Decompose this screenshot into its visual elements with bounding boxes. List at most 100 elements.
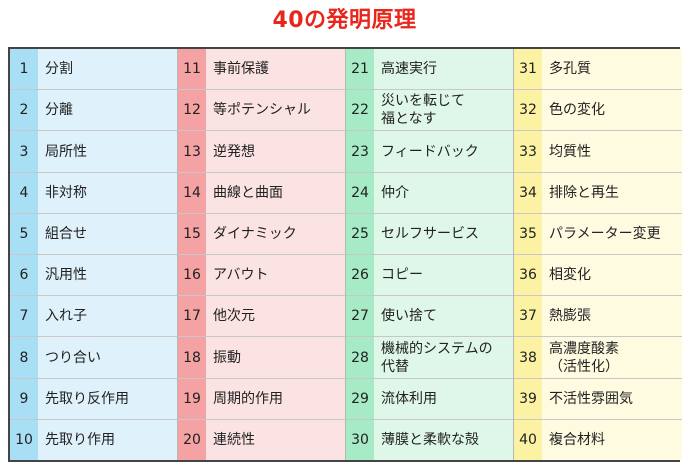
principle-name: 分離 xyxy=(38,90,177,131)
table-row: 25 セルフサービス xyxy=(346,213,513,256)
table-row: 5 組合せ xyxy=(10,213,177,256)
table-row: 7 入れ子 xyxy=(10,296,177,338)
principle-name: 災いを転じて 福となす xyxy=(374,90,513,131)
principle-number: 28 xyxy=(346,337,374,378)
principle-number: 1 xyxy=(10,49,38,90)
principles-column-1: 1 分割 2 分離 3 局所性 4 非対称 5 組合せ 6 汎用性 7 入れ子 8 つり合い 9… xyxy=(10,49,178,461)
table-row: 39 不活性雰囲気 xyxy=(514,378,682,420)
table-row: 20 連続性 xyxy=(178,419,345,461)
table-row: 36 相変化 xyxy=(514,255,682,297)
principle-number: 24 xyxy=(346,172,374,213)
principle-number: 32 xyxy=(514,90,542,131)
table-row: 37 熱膨張 xyxy=(514,296,682,338)
principle-number: 23 xyxy=(346,131,374,172)
principle-number: 25 xyxy=(346,213,374,255)
principle-name: フィードバック xyxy=(374,131,513,172)
principle-name: 相変化 xyxy=(542,255,682,296)
principle-number: 17 xyxy=(178,296,206,337)
table-row: 10 先取り作用 xyxy=(10,419,177,461)
table-row: 26 コピー xyxy=(346,255,513,297)
principle-name: 不活性雰囲気 xyxy=(542,378,682,419)
table-row: 11 事前保護 xyxy=(178,49,345,91)
principle-name: 色の変化 xyxy=(542,90,682,131)
principle-number: 8 xyxy=(10,337,38,378)
table-row: 16 アバウト xyxy=(178,255,345,297)
principle-number: 27 xyxy=(346,296,374,337)
principle-name: 入れ子 xyxy=(38,296,177,337)
table-row: 34 排除と再生 xyxy=(514,172,682,214)
principle-name: 周期的作用 xyxy=(206,378,345,419)
principle-name: 事前保護 xyxy=(206,49,345,90)
principle-name: 高速実行 xyxy=(374,49,513,90)
table-row: 17 他次元 xyxy=(178,296,345,338)
principle-number: 40 xyxy=(514,419,542,461)
principle-name: 非対称 xyxy=(38,172,177,213)
table-row: 30 薄膜と柔軟な殻 xyxy=(346,419,513,461)
principle-number: 7 xyxy=(10,296,38,337)
table-row: 33 均質性 xyxy=(514,131,682,173)
principle-name: 複合材料 xyxy=(542,419,682,461)
table-row: 2 分離 xyxy=(10,90,177,132)
principle-number: 30 xyxy=(346,419,374,461)
table-row: 8 つり合い xyxy=(10,337,177,379)
principle-number: 35 xyxy=(514,213,542,255)
table-row: 9 先取り反作用 xyxy=(10,378,177,420)
principle-name: 振動 xyxy=(206,337,345,378)
principle-number: 9 xyxy=(10,378,38,419)
principle-name: パラメーター変更 xyxy=(542,213,682,255)
table-row: 15 ダイナミック xyxy=(178,213,345,256)
principle-name: コピー xyxy=(374,255,513,296)
table-row: 27 使い捨て xyxy=(346,296,513,338)
principle-number: 10 xyxy=(10,419,38,461)
table-row: 28 機械的システムの 代替 xyxy=(346,337,513,379)
principle-number: 4 xyxy=(10,172,38,213)
table-row: 13 逆発想 xyxy=(178,131,345,173)
principle-number: 6 xyxy=(10,255,38,296)
principle-name: 多孔質 xyxy=(542,49,682,90)
principle-number: 5 xyxy=(10,213,38,255)
principle-number: 3 xyxy=(10,131,38,172)
table-row: 35 パラメーター変更 xyxy=(514,213,682,256)
principle-number: 18 xyxy=(178,337,206,378)
table-row: 1 分割 xyxy=(10,49,177,91)
principle-number: 15 xyxy=(178,213,206,255)
principle-name: ダイナミック xyxy=(206,213,345,255)
principle-name: 仲介 xyxy=(374,172,513,213)
principle-name: 排除と再生 xyxy=(542,172,682,213)
table-row: 32 色の変化 xyxy=(514,90,682,132)
table-row: 21 高速実行 xyxy=(346,49,513,91)
principle-number: 38 xyxy=(514,337,542,378)
page-title: 40の発明原理 xyxy=(272,8,417,33)
principle-name: 連続性 xyxy=(206,419,345,461)
principle-number: 33 xyxy=(514,131,542,172)
table-row: 22 災いを転じて 福となす xyxy=(346,90,513,132)
table-row: 6 汎用性 xyxy=(10,255,177,297)
table-row: 24 仲介 xyxy=(346,172,513,214)
principle-number: 12 xyxy=(178,90,206,131)
principle-name: 高濃度酸素 （活性化） xyxy=(542,337,682,378)
table-row: 14 曲線と曲面 xyxy=(178,172,345,214)
principle-name: 分割 xyxy=(38,49,177,90)
principle-name: つり合い xyxy=(38,337,177,378)
principle-name: 逆発想 xyxy=(206,131,345,172)
principle-name: 局所性 xyxy=(38,131,177,172)
principle-name: 曲線と曲面 xyxy=(206,172,345,213)
principle-name: 流体利用 xyxy=(374,378,513,419)
table-row: 23 フィードバック xyxy=(346,131,513,173)
principle-number: 16 xyxy=(178,255,206,296)
principle-name: 汎用性 xyxy=(38,255,177,296)
table-row: 38 高濃度酸素 （活性化） xyxy=(514,337,682,379)
principle-name: アバウト xyxy=(206,255,345,296)
table-row: 18 振動 xyxy=(178,337,345,379)
table-row: 3 局所性 xyxy=(10,131,177,173)
principle-name: 薄膜と柔軟な殻 xyxy=(374,419,513,461)
principle-number: 11 xyxy=(178,49,206,90)
principle-number: 37 xyxy=(514,296,542,337)
table-row: 31 多孔質 xyxy=(514,49,682,91)
principle-number: 34 xyxy=(514,172,542,213)
principles-table: 1 分割 2 分離 3 局所性 4 非対称 5 組合せ 6 汎用性 7 入れ子 8 つり合い 9… xyxy=(8,47,682,462)
principle-number: 36 xyxy=(514,255,542,296)
table-row: 12 等ポテンシャル xyxy=(178,90,345,132)
principle-number: 26 xyxy=(346,255,374,296)
principle-name: 熱膨張 xyxy=(542,296,682,337)
